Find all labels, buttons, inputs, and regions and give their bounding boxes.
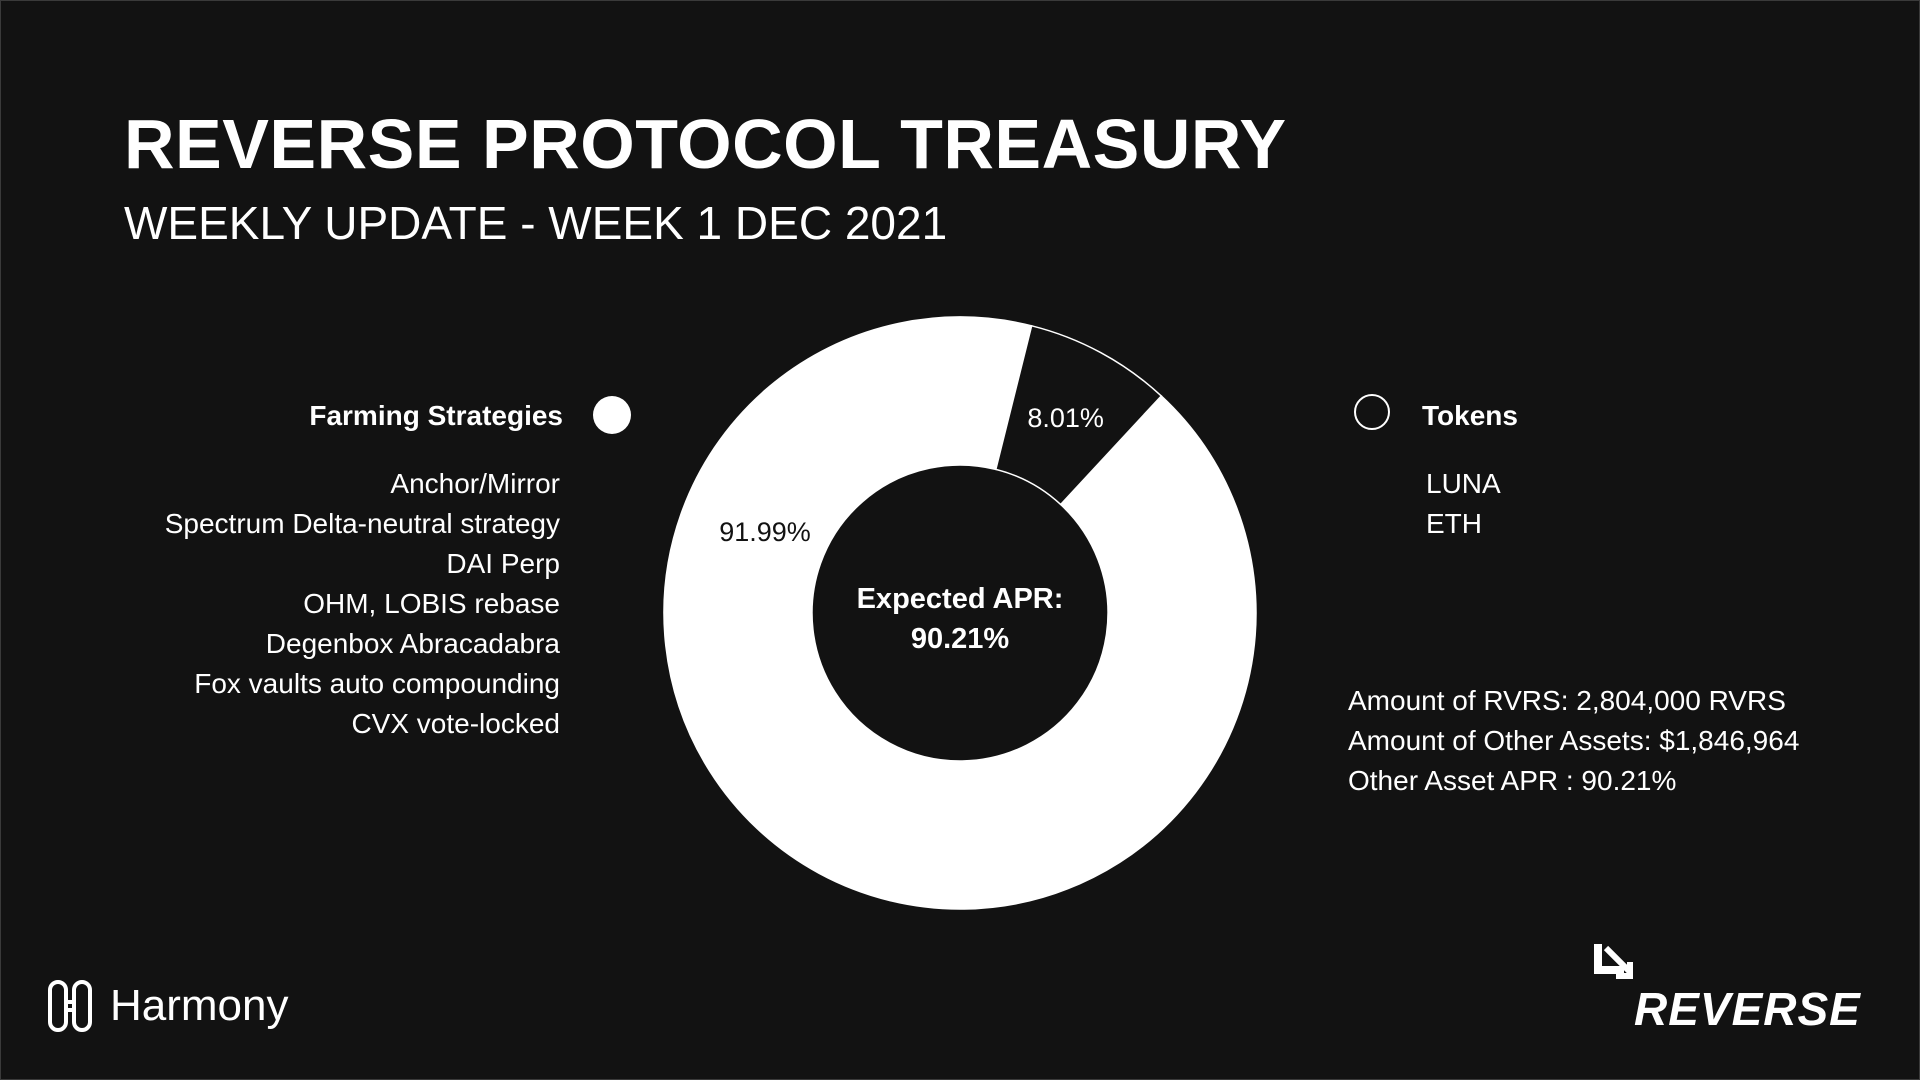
stat-rvrs: Amount of RVRS: 2,804,000 RVRS <box>1348 685 1786 716</box>
strategy-item: Degenbox Abracadabra <box>265 628 560 659</box>
strategy-item: Fox vaults auto compounding <box>194 668 560 699</box>
strategy-item: CVX vote-locked <box>351 708 560 739</box>
stats-block: Amount of RVRS: 2,804,000 RVRS Amount of… <box>1348 681 1799 801</box>
token-list: LUNA ETH <box>1426 464 1501 544</box>
legend-farming-title: Farming Strategies <box>309 400 563 431</box>
slice-label-farming: 91.99% <box>719 517 811 547</box>
token-item: ETH <box>1426 508 1482 539</box>
page-subtitle: WEEKLY UPDATE - WEEK 1 DEC 2021 <box>124 197 948 249</box>
stat-other-assets: Amount of Other Assets: $1,846,964 <box>1348 725 1800 756</box>
stat-other-apr: Other Asset APR : 90.21% <box>1348 765 1677 796</box>
strategy-item: Anchor/Mirror <box>390 468 560 499</box>
center-label-apr-value: 90.21% <box>911 623 1010 655</box>
harmony-logo-text: Harmony <box>110 981 289 1030</box>
slice-label-tokens: 8.01% <box>1027 403 1104 433</box>
donut-slice-farming <box>663 316 1257 910</box>
strategy-item: Spectrum Delta-neutral strategy <box>164 508 560 539</box>
strategy-item: OHM, LOBIS rebase <box>303 588 560 619</box>
legend-tokens-swatch-icon <box>1354 394 1390 430</box>
center-label-apr-title: Expected APR: <box>857 583 1064 615</box>
page-title: REVERSE PROTOCOL TREASURY <box>124 105 1287 183</box>
reverse-arrow-icon <box>1594 944 1633 979</box>
strategy-list: Anchor/Mirror Spectrum Delta-neutral str… <box>165 464 560 744</box>
legend-farming-swatch-icon <box>593 396 631 434</box>
harmony-logo: Harmony <box>44 978 289 1034</box>
legend-tokens-title: Tokens <box>1422 400 1518 431</box>
donut-slice-tokens <box>994 324 1163 506</box>
reverse-logo-text: REVERSE <box>1634 983 1861 1035</box>
harmony-mark-icon <box>48 979 92 1032</box>
token-item: LUNA <box>1426 468 1501 499</box>
strategy-item: DAI Perp <box>446 548 560 579</box>
